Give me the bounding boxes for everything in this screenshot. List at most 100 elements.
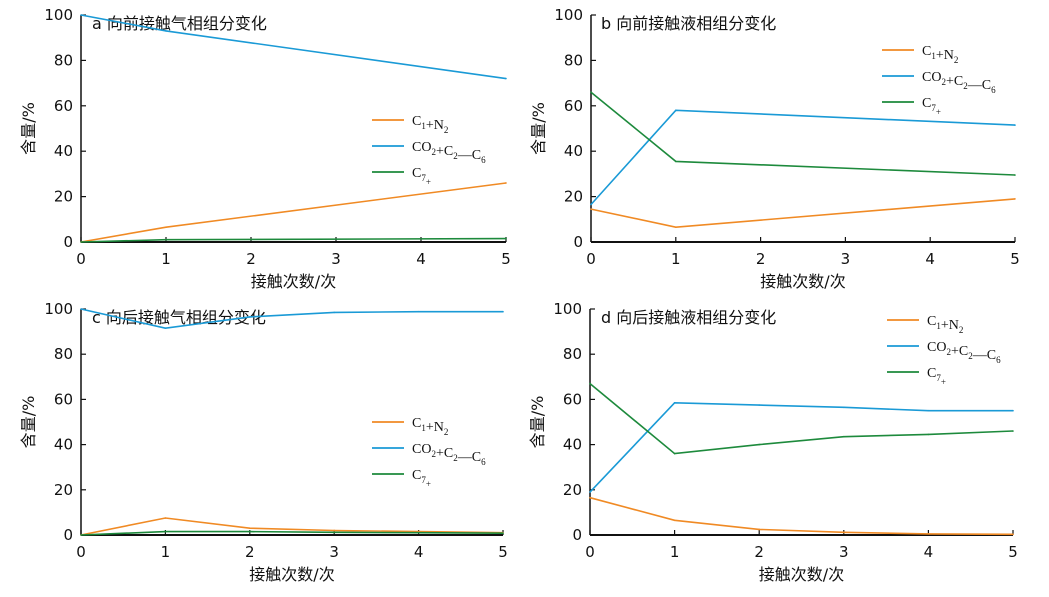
y-tick-label: 60 — [54, 390, 73, 408]
data-point-c7 — [1012, 430, 1014, 432]
y-tick-label: 20 — [564, 188, 583, 206]
chart-title: b 向前接触液相组分变化 — [601, 14, 776, 33]
data-point-co2c2c6 — [1014, 124, 1016, 126]
data-point-co2c2c6 — [1012, 409, 1014, 412]
x-tick-label: 2 — [246, 250, 256, 268]
data-point-co2c2c6 — [502, 310, 504, 313]
y-tick-label: 40 — [54, 436, 73, 454]
chart-panel-a: 0 20 40 60 80 100 0 1 2 3 4 5 接触次数/次 含量/% a 向前接触气相组分变化… — [19, 6, 511, 291]
x-tick-label: 4 — [924, 543, 934, 561]
series-line-c1n2 — [590, 198, 1016, 229]
y-tick-label: 40 — [54, 142, 73, 160]
y-tick-label: 100 — [553, 300, 582, 318]
data-point-co2c2c6 — [843, 406, 845, 409]
legend-label: C7+ — [412, 468, 431, 489]
y-tick-label: 0 — [63, 233, 73, 251]
chart-title: d 向后接触液相组分变化 — [601, 308, 776, 327]
x-tick-label: 2 — [245, 543, 255, 561]
series-line-co2c2c6 — [590, 109, 1016, 206]
data-point-c7 — [165, 238, 167, 241]
data-point-co2c2c6 — [165, 30, 167, 32]
chart-panel-c: 0 20 40 60 80 100 0 1 2 3 4 5 接触次数/次 含量/% c 向后接触气相组分变化… — [19, 300, 508, 584]
x-tick-label: 0 — [76, 543, 86, 561]
y-tick-label: 20 — [54, 481, 73, 499]
x-tick-label: 1 — [671, 250, 681, 268]
data-point-c7 — [502, 532, 504, 534]
data-point-c1n2 — [927, 533, 930, 535]
data-point-co2c2c6 — [673, 401, 676, 404]
data-point-co2c2c6 — [249, 316, 251, 318]
legend-label: C1+N2 — [922, 44, 958, 65]
x-tick-label: 0 — [586, 250, 596, 268]
x-tick-label: 5 — [501, 250, 511, 268]
series-line-co2c2c6 — [589, 401, 1013, 493]
x-tick-label: 3 — [329, 543, 339, 561]
x-tick-label: 3 — [331, 250, 341, 268]
data-point-c7 — [249, 530, 251, 533]
chart-panel-b: 0 20 40 60 80 100 0 1 2 3 4 5 接触次数/次 含量/% b 向前接触液相组分变化… — [529, 6, 1020, 291]
chart-title: a 向前接触气相组分变化 — [92, 14, 267, 33]
data-point-c7 — [927, 433, 930, 436]
data-point-co2c2c6 — [927, 409, 930, 412]
data-point-c1n2 — [758, 528, 760, 531]
data-point-c7 — [758, 443, 760, 446]
data-point-c1n2 — [333, 529, 336, 532]
chart-title: c 向后接触气相组分变化 — [92, 308, 266, 327]
data-point-c1n2 — [505, 182, 507, 184]
data-point-co2c2c6 — [590, 203, 592, 206]
data-point-co2c2c6 — [758, 404, 760, 406]
y-tick-label: 60 — [564, 97, 583, 115]
y-tick-label: 80 — [563, 345, 582, 363]
data-point-co2c2c6 — [675, 109, 677, 112]
series-line-c1n2 — [80, 182, 507, 243]
x-axis-label: 接触次数/次 — [251, 272, 336, 291]
y-tick-label: 100 — [554, 6, 583, 24]
data-point-c7 — [80, 241, 82, 243]
legend-label: C1+N2 — [927, 314, 963, 335]
data-point-c1n2 — [590, 208, 592, 210]
x-axis-label: 接触次数/次 — [249, 565, 334, 584]
series-line-c7 — [80, 530, 504, 536]
data-point-c7 — [590, 91, 592, 93]
y-axis-label: 含量/% — [528, 396, 547, 449]
data-point-c7 — [843, 435, 845, 438]
data-point-c7 — [505, 237, 507, 240]
x-tick-label: 1 — [161, 543, 171, 561]
y-axis-label: 含量/% — [19, 102, 38, 155]
data-point-c7 — [333, 531, 336, 534]
y-tick-label: 20 — [563, 481, 582, 499]
x-tick-label: 5 — [1010, 250, 1020, 268]
y-tick-label: 60 — [54, 97, 73, 115]
series-line-c7 — [589, 382, 1014, 455]
y-tick-label: 0 — [63, 526, 73, 544]
y-tick-label: 0 — [573, 233, 583, 251]
series-line-c1n2 — [80, 517, 504, 536]
legend-label: C1+N2 — [412, 416, 448, 437]
series-line-c1n2 — [589, 496, 1014, 536]
x-axis-label: 接触次数/次 — [759, 565, 844, 584]
data-point-c1n2 — [1012, 533, 1014, 536]
x-tick-label: 2 — [756, 250, 766, 268]
x-tick-label: 4 — [414, 543, 424, 561]
data-point-co2c2c6 — [505, 77, 507, 80]
data-point-co2c2c6 — [80, 14, 82, 16]
data-point-co2c2c6 — [164, 327, 167, 330]
data-point-co2c2c6 — [333, 311, 336, 314]
x-tick-label: 4 — [925, 250, 935, 268]
data-point-c7 — [589, 382, 591, 385]
data-point-c1n2 — [673, 519, 676, 522]
chart-panel-d: 0 20 40 60 80 100 0 1 2 3 4 5 接触次数/次 含量/% d 向后接触液相组分变化… — [528, 300, 1018, 584]
y-axis-label: 含量/% — [529, 102, 548, 155]
legend-label: C1+N2 — [412, 114, 448, 135]
legend-label: C7+ — [927, 366, 946, 387]
x-tick-label: 5 — [498, 543, 508, 561]
x-tick-label: 1 — [161, 250, 171, 268]
data-point-co2c2c6 — [417, 310, 420, 313]
legend-label: CO2+C2—C6 — [922, 70, 996, 95]
data-point-c1n2 — [843, 531, 845, 534]
data-point-c7 — [1014, 174, 1016, 176]
legend-label: CO2+C2—C6 — [412, 442, 486, 467]
